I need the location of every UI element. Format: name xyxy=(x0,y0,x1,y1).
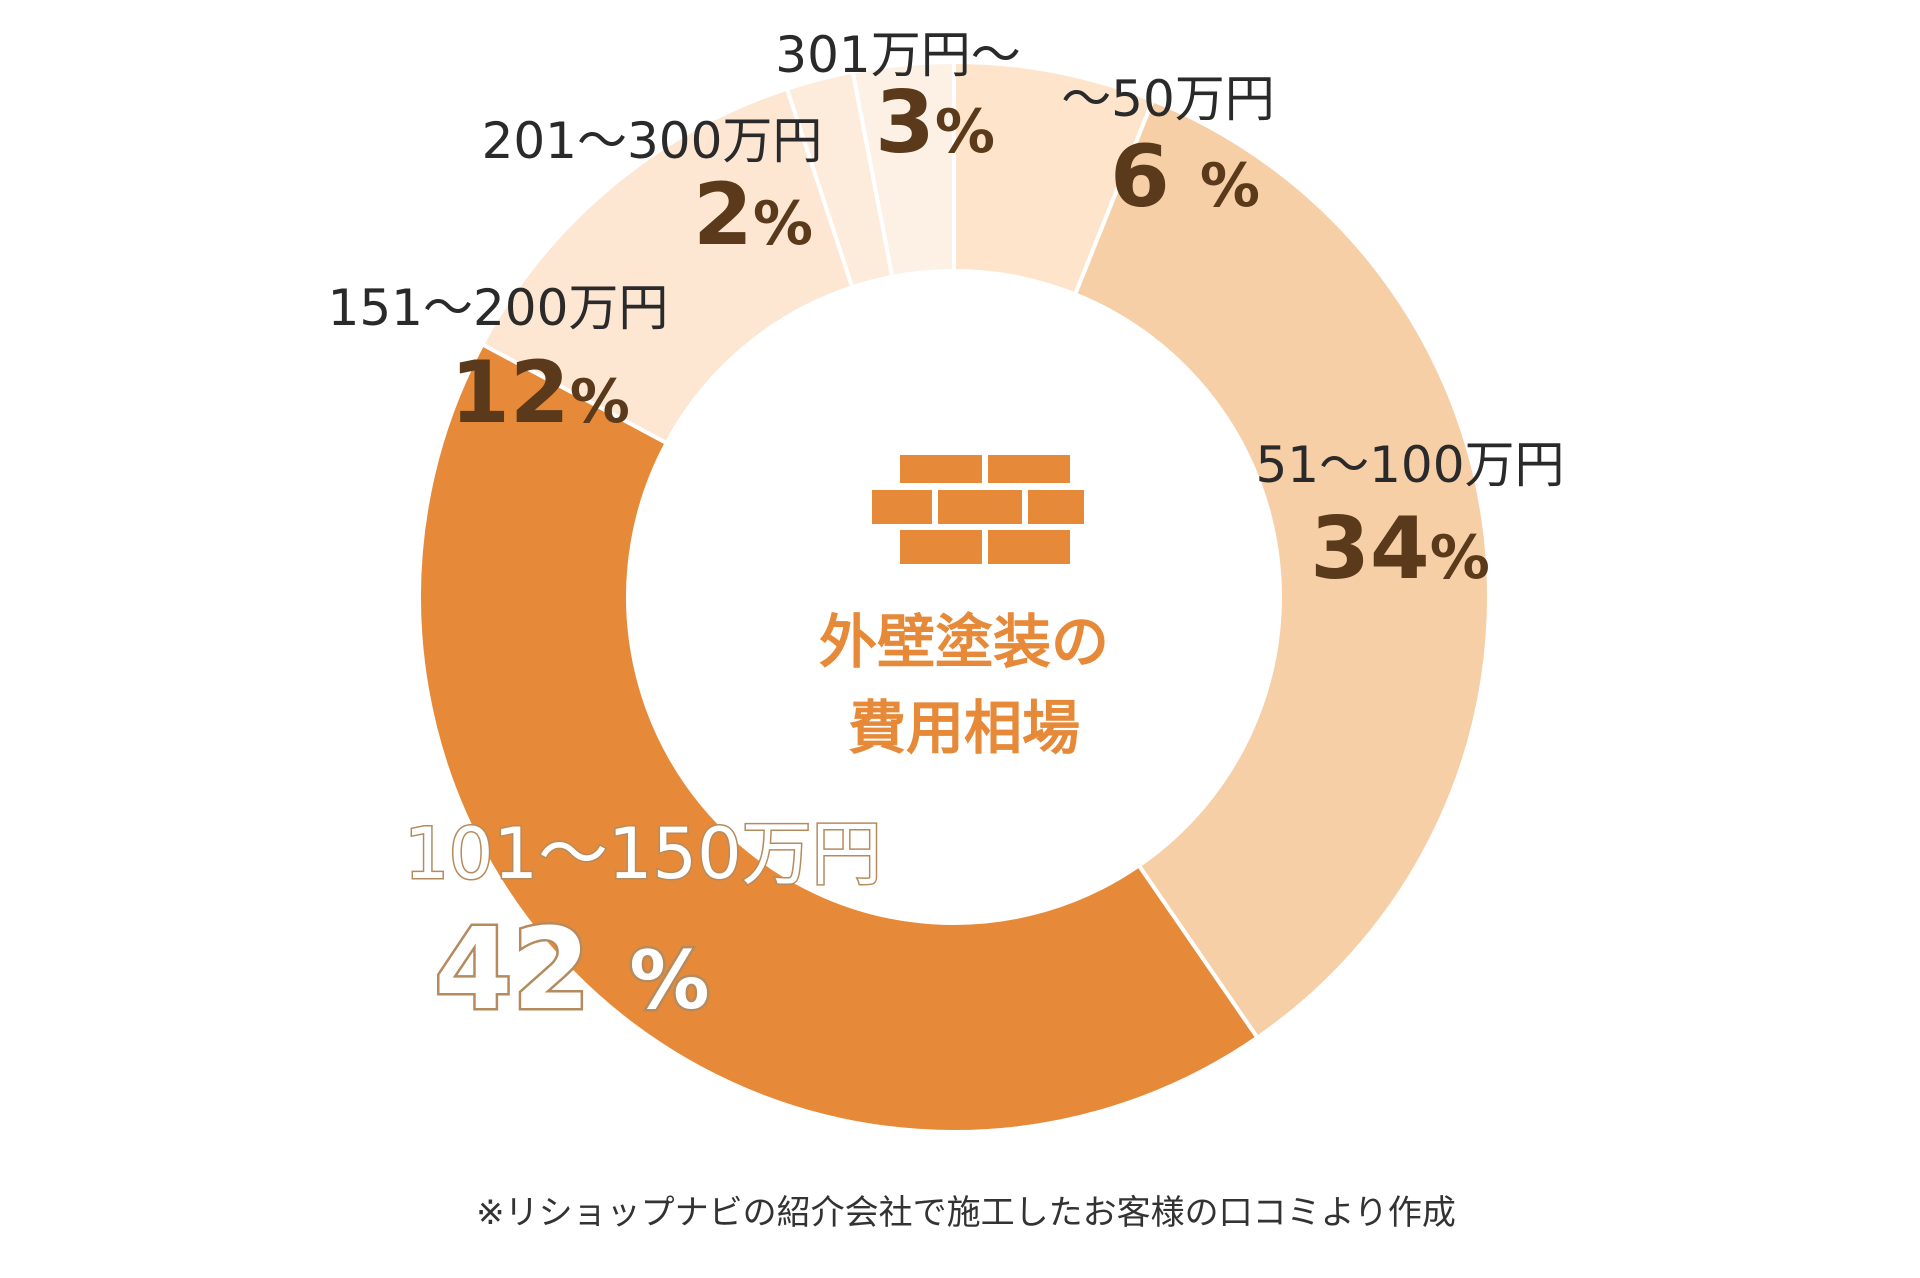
label-range-101-150: 101～150万円 xyxy=(404,813,881,895)
label-range-51-100: 51～100万円 xyxy=(1255,436,1564,494)
slice-3 xyxy=(479,86,855,446)
slice-5 xyxy=(850,59,956,280)
slice-2 xyxy=(417,341,1261,1134)
slice-1 xyxy=(1072,97,1492,1041)
center-title-line-2: 費用相場 xyxy=(848,694,1080,762)
brick-wall-icon xyxy=(872,455,1084,564)
label-pct-101-150: 42 % xyxy=(434,905,709,1035)
label-pct-51-100: 34% xyxy=(1310,499,1490,599)
label-range-151-200: 151～200万円 xyxy=(328,279,669,337)
label-range-201-300: 201～300万円 xyxy=(482,112,823,170)
label-pct-under-50: 6 % xyxy=(1110,127,1260,227)
label-pct-201-300: 2% xyxy=(693,165,813,265)
footnote: ※リショップナビの紹介会社で施工したお客様の口コミより作成 xyxy=(476,1193,1456,1233)
label-pct-151-200: 12% xyxy=(450,343,630,443)
label-pct-301-plus: 3% xyxy=(875,73,995,173)
label-range-301-plus: 301万円～ xyxy=(775,26,1020,84)
label-range-under-50: ～50万円 xyxy=(1061,70,1275,128)
center-title-line-1: 外壁塗装の xyxy=(819,608,1109,676)
slices xyxy=(417,59,1492,1134)
